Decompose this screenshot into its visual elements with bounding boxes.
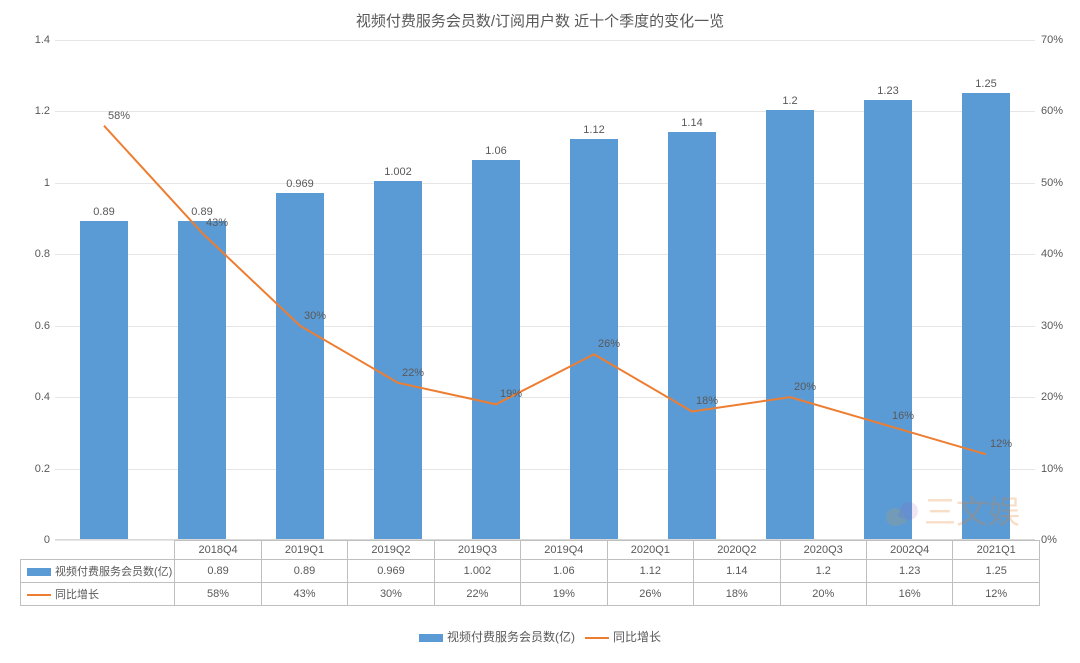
table-cell: 18%: [694, 583, 780, 606]
line-value-label: 26%: [598, 338, 638, 350]
y-right-tick: 50%: [1041, 177, 1080, 189]
chart-container: 视频付费服务会员数/订阅用户数 近十个季度的变化一览 2018Q42019Q12…: [0, 0, 1080, 663]
bar-value-label: 1.12: [569, 124, 619, 136]
table-cell: 43%: [261, 583, 347, 606]
table-header-cell: 2019Q3: [434, 541, 520, 560]
bottom-legend: 视频付费服务会员数(亿) 同比增长: [0, 628, 1080, 645]
y-left-tick: 1.4: [5, 34, 50, 46]
table-header-cell: 2020Q2: [694, 541, 780, 560]
table-header-cell: 2020Q3: [780, 541, 866, 560]
y-right-tick: 60%: [1041, 105, 1080, 117]
bar: [668, 132, 715, 539]
table-header-cell: 2019Q1: [261, 541, 347, 560]
bar-value-label: 1.14: [667, 117, 717, 129]
y-left-tick: 1: [5, 177, 50, 189]
line-value-label: 18%: [696, 395, 736, 407]
table-cell: 19%: [521, 583, 607, 606]
bar: [80, 221, 127, 539]
table-cell: 1.2: [780, 560, 866, 583]
y-right-tick: 20%: [1041, 391, 1080, 403]
data-table: 2018Q42019Q12019Q22019Q32019Q42020Q12020…: [20, 540, 1040, 606]
line-value-label: 16%: [892, 410, 932, 422]
line-value-label: 58%: [108, 110, 148, 122]
bar-value-label: 0.969: [275, 178, 325, 190]
bar-value-label: 0.89: [79, 206, 129, 218]
y-left-tick: 0.2: [5, 463, 50, 475]
y-right-tick: 40%: [1041, 248, 1080, 260]
y-left-tick: 0.4: [5, 391, 50, 403]
table-cell: 1.14: [694, 560, 780, 583]
plot-area: [55, 40, 1035, 540]
bar-value-label: 1.23: [863, 85, 913, 97]
line-value-label: 12%: [990, 438, 1030, 450]
legend-line-icon: [27, 594, 51, 596]
chart-title: 视频付费服务会员数/订阅用户数 近十个季度的变化一览: [0, 10, 1080, 31]
table-cell: 0.89: [175, 560, 261, 583]
bar: [178, 221, 225, 539]
table-cell: 22%: [434, 583, 520, 606]
y-left-tick: 0.8: [5, 248, 50, 260]
legend-label: 同比增长: [55, 589, 99, 601]
y-right-tick: 10%: [1041, 463, 1080, 475]
table-header-cell: 2002Q4: [866, 541, 952, 560]
line-value-label: 22%: [402, 367, 442, 379]
table-cell: 0.969: [348, 560, 434, 583]
table-header-cell: 2018Q4: [175, 541, 261, 560]
table-header-cell: 2019Q2: [348, 541, 434, 560]
y-left-tick: 1.2: [5, 105, 50, 117]
table-cell: 1.12: [607, 560, 693, 583]
legend-line-icon: [585, 637, 609, 639]
line-value-label: 19%: [500, 388, 540, 400]
table-cell: 0.89: [261, 560, 347, 583]
table-cell: 30%: [348, 583, 434, 606]
table-header-cell: 2021Q1: [953, 541, 1040, 560]
table-cell: 1.23: [866, 560, 952, 583]
table-row: 同比增长 58%43%30%22%19%26%18%20%16%12%: [21, 583, 1040, 606]
bar: [472, 160, 519, 539]
y-right-tick: 70%: [1041, 34, 1080, 46]
gridline: [55, 40, 1035, 41]
line-value-label: 43%: [206, 217, 246, 229]
line-value-label: 30%: [304, 310, 344, 322]
legend-cell: 同比增长: [21, 583, 175, 606]
bar: [374, 181, 421, 539]
table-header-cell: 2020Q1: [607, 541, 693, 560]
bar-value-label: 1.002: [373, 166, 423, 178]
bar: [276, 193, 323, 539]
legend-line-label: 同比增长: [613, 630, 661, 644]
table-cell: 58%: [175, 583, 261, 606]
y-right-tick: 0%: [1041, 534, 1080, 546]
bar: [766, 110, 813, 539]
y-right-tick: 30%: [1041, 320, 1080, 332]
legend-bar-icon: [27, 568, 51, 576]
y-left-tick: 0.6: [5, 320, 50, 332]
legend-cell: 视频付费服务会员数(亿): [21, 560, 175, 583]
table-header-cell: 2019Q4: [521, 541, 607, 560]
legend-label: 视频付费服务会员数(亿): [55, 566, 172, 578]
table-cell: 12%: [953, 583, 1040, 606]
bar-value-label: 1.2: [765, 95, 815, 107]
table-cell: 1.25: [953, 560, 1040, 583]
line-value-label: 20%: [794, 381, 834, 393]
table-row: 视频付费服务会员数(亿)0.890.890.9691.0021.061.121.…: [21, 560, 1040, 583]
bar-value-label: 1.06: [471, 145, 521, 157]
bar-value-label: 1.25: [961, 78, 1011, 90]
bar: [962, 93, 1009, 539]
legend-bar-label: 视频付费服务会员数(亿): [447, 630, 575, 644]
table-cell: 20%: [780, 583, 866, 606]
table-cell: 1.002: [434, 560, 520, 583]
table-cell: 1.06: [521, 560, 607, 583]
table-cell: 16%: [866, 583, 952, 606]
table-cell: 26%: [607, 583, 693, 606]
bar: [864, 100, 911, 539]
y-left-tick: 0: [5, 534, 50, 546]
legend-bar-icon: [419, 634, 443, 642]
